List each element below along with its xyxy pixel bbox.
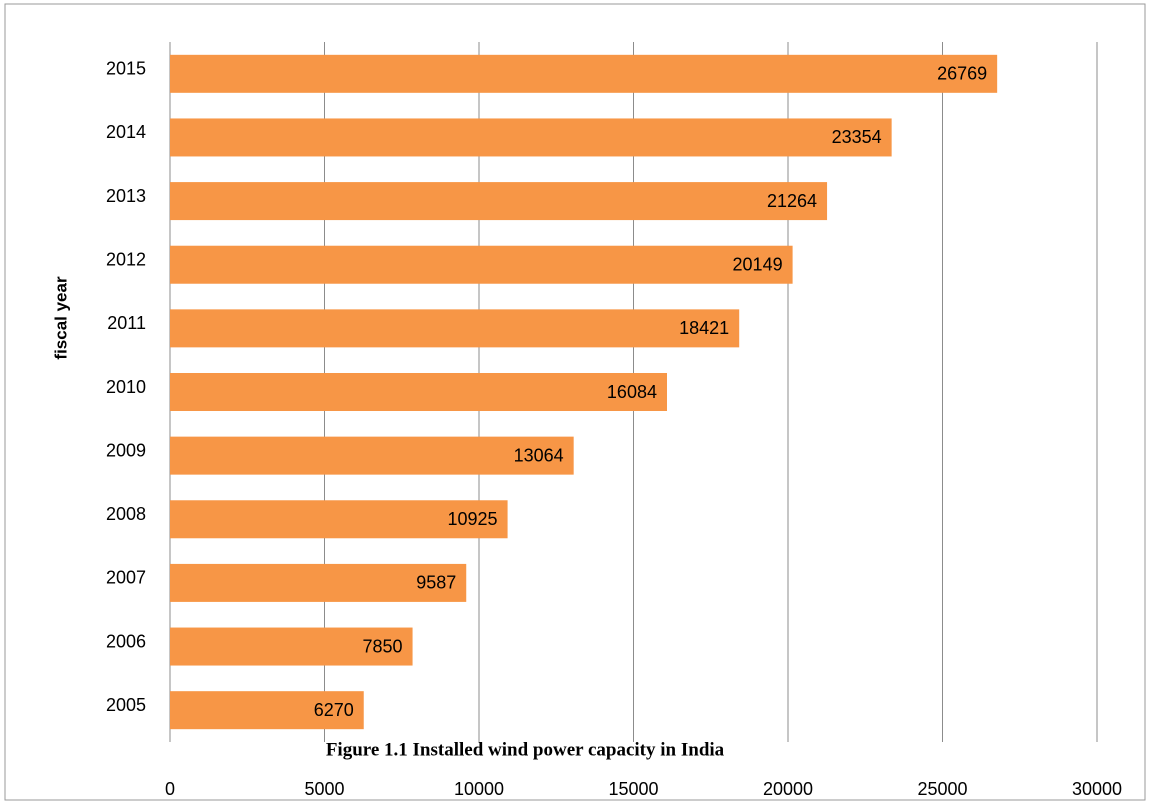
x-tick-label: 5000 [304,779,344,799]
x-tick-label: 30000 [1072,779,1122,799]
y-axis-label: fiscal year [51,276,70,360]
plot-area: 0 5000 10000 15000 20000 25000 30000 2005 6270 20… [106,42,1122,799]
value-label: 10925 [448,509,498,529]
x-tick-label: 15000 [608,779,658,799]
y-tick-label: 2010 [106,377,146,397]
value-label: 13064 [514,445,564,465]
value-label: 9587 [416,573,456,593]
x-tick-label: 0 [165,779,175,799]
bar [170,246,793,284]
y-tick-label: 2008 [106,504,146,524]
x-tick-label: 20000 [763,779,813,799]
y-tick-label: 2013 [106,186,146,206]
value-label: 20149 [733,254,783,274]
value-label: 23354 [832,127,882,147]
value-label: 18421 [679,318,729,338]
y-tick-label: 2009 [106,440,146,460]
bar [170,118,892,156]
value-label: 7850 [363,636,403,656]
value-label: 6270 [314,700,354,720]
bar [170,182,827,220]
bar [170,309,739,347]
value-label: 16084 [607,382,657,402]
y-tick-label: 2005 [106,695,146,715]
page: fiscal year 0 5000 10000 15000 20000 25000 300… [0,0,1150,803]
value-label: 21264 [767,191,817,211]
y-tick-label: 2014 [106,122,146,142]
value-label: 26769 [937,64,987,84]
x-tick-label: 25000 [917,779,967,799]
chart: fiscal year 0 5000 10000 15000 20000 25000 300… [0,0,1150,803]
y-tick-label: 2007 [106,568,146,588]
x-tick-label: 10000 [454,779,504,799]
y-tick-label: 2012 [106,249,146,269]
bar [170,55,997,93]
y-tick-label: 2015 [106,59,146,79]
caption: Figure 1.1 Installed wind power capacity… [326,739,725,760]
y-tick-label: 2006 [106,631,146,651]
y-tick-label: 2011 [107,313,146,333]
bar [170,373,667,411]
